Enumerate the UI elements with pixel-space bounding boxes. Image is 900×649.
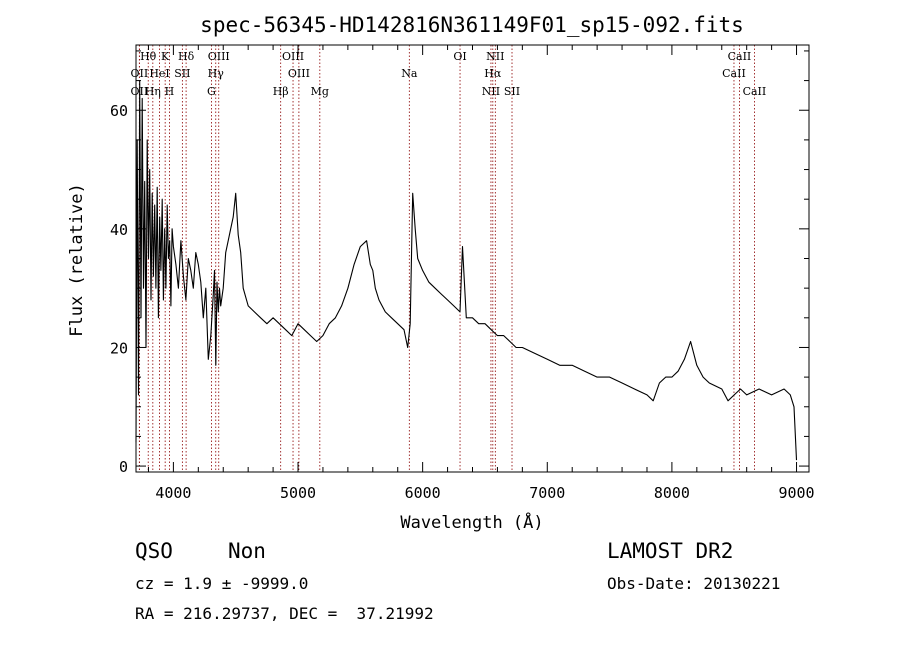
x-tick-label: 9000 <box>778 484 814 502</box>
object-subclass: Non <box>228 539 266 563</box>
spectral-line-label: H <box>165 85 175 98</box>
x-tick-label: 5000 <box>280 484 316 502</box>
spectral-line-label: Hβ <box>273 85 289 98</box>
spectral-line-label: OIII <box>288 67 310 80</box>
spectral-line-markers <box>138 45 755 472</box>
spectral-line-label: OI <box>453 50 466 63</box>
spectral-line-label: Mg <box>311 85 329 98</box>
x-axis-label: Wavelength (Å) <box>400 511 543 533</box>
spectral-line-label: CaII <box>743 85 767 98</box>
y-tick-label: 0 <box>119 458 128 476</box>
spectral-line-label: G <box>207 85 216 98</box>
y-axis-label: Flux (relative) <box>67 183 87 337</box>
y-axis-ticks: 0 20 40 60 <box>110 50 809 476</box>
spectral-line-label: OII <box>131 67 149 80</box>
spectral-line-label: Hη <box>145 85 161 98</box>
sky-coordinates: RA = 216.29737, DEC = 37.21992 <box>135 604 434 623</box>
spectral-line-label: Hθ <box>140 50 157 63</box>
spectral-line-label: Hδ <box>178 50 195 63</box>
redshift-cz: cz = 1.9 ± -9999.0 <box>135 574 309 593</box>
spectral-line-label: SII <box>504 85 520 98</box>
spectral-line-label: OIII <box>282 50 304 63</box>
spectral-line-label: CaII <box>728 50 752 63</box>
spectral-line-label: K <box>161 50 170 63</box>
spectral-line-label: Na <box>401 67 418 80</box>
plot-frame <box>135 44 810 473</box>
spectral-line-labels: Hθ K Hδ OIII OIII OI NII CaII OII HeI SII Hγ OIII Na H… <box>131 50 767 98</box>
x-axis-ticks: 4000 5000 6000 7000 8000 9000 <box>147 45 815 502</box>
survey-name: LAMOST DR2 <box>607 539 734 563</box>
spectral-line-label: SII <box>174 67 190 80</box>
y-tick-label: 20 <box>110 339 128 357</box>
spectral-line-label: HeI <box>149 67 169 80</box>
x-tick-label: 8000 <box>654 484 690 502</box>
spectral-line-label: CaII <box>722 67 746 80</box>
spectral-line-label: Hγ <box>208 67 225 80</box>
x-tick-label: 7000 <box>529 484 565 502</box>
chart-title: spec-56345-HD142816N361149F01_sp15-092.f… <box>200 13 744 37</box>
y-tick-label: 40 <box>110 221 128 239</box>
object-class: QSO <box>135 539 173 563</box>
y-tick-label: 60 <box>110 102 128 120</box>
flux-series-line <box>135 80 798 461</box>
observation-date: Obs-Date: 20130221 <box>607 574 781 593</box>
spectral-line-label: NII <box>486 50 504 63</box>
spectral-line-label: Hα <box>484 67 502 80</box>
spectral-line-label: NII <box>482 85 500 98</box>
x-tick-label: 6000 <box>405 484 441 502</box>
spectral-line-label: OIII <box>208 50 230 63</box>
x-tick-label: 4000 <box>155 484 191 502</box>
